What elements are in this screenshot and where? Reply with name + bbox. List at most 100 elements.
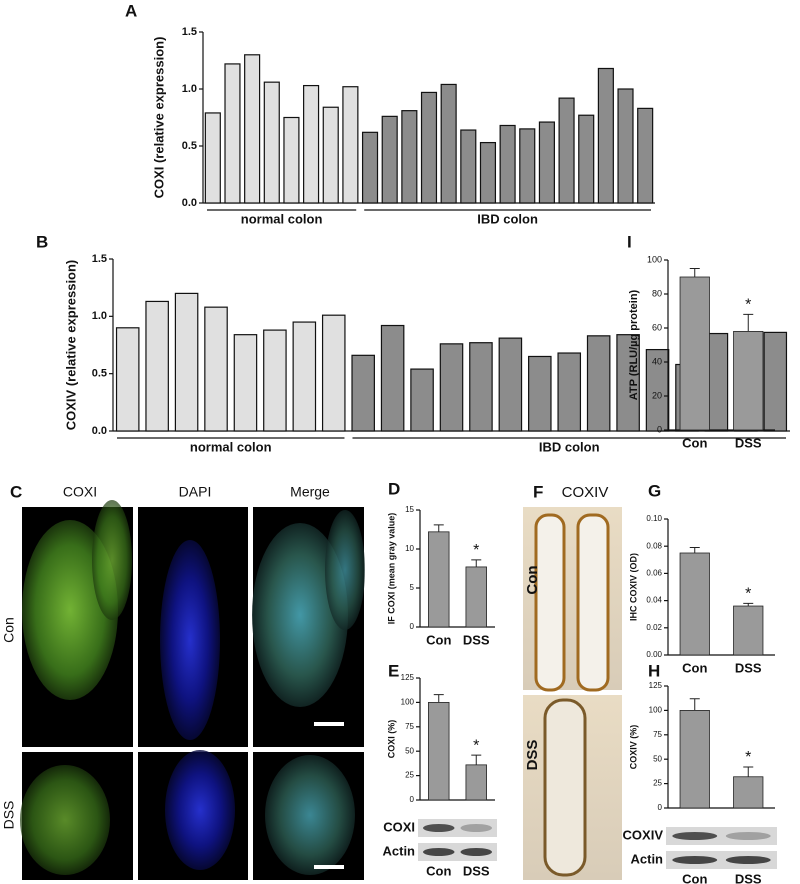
bar [292, 321, 317, 432]
bar [380, 324, 405, 432]
bar [440, 83, 457, 204]
annotation: * [745, 297, 751, 314]
group-label: IBD colon [539, 439, 600, 454]
bar [420, 91, 438, 204]
bar [115, 327, 140, 432]
y-axis-label: ATP (RLU/µg protein) [628, 289, 640, 400]
column-label: DAPI [179, 484, 212, 500]
y-tick-label: 0 [658, 803, 663, 812]
y-axis-label: COXI (relative expression) [151, 37, 166, 199]
y-tick-label: 0.5 [182, 140, 197, 152]
bar [401, 110, 418, 204]
error-bar [743, 602, 754, 607]
panel-label: H [648, 661, 660, 680]
group-label: IBD colon [477, 211, 538, 226]
bar [679, 552, 710, 656]
blot-band [725, 832, 771, 840]
x-tick-label: Con [426, 863, 451, 878]
bar [733, 776, 764, 809]
bar [763, 331, 788, 432]
x-tick-label: Con [682, 660, 707, 675]
panel-label: C [10, 482, 22, 501]
blot-band [460, 848, 492, 856]
bar [224, 63, 241, 204]
y-tick-label: 50 [653, 754, 662, 763]
bar [519, 128, 536, 204]
y-axis-label: IHC COXIV (OD) [628, 553, 638, 621]
bar [499, 124, 516, 204]
bar [558, 97, 575, 204]
bar [322, 106, 339, 204]
y-tick-label: 125 [401, 673, 415, 682]
x-tick-label: DSS [735, 435, 762, 450]
y-axis-label: COXIV (%) [628, 725, 638, 770]
bar [145, 300, 169, 432]
blot-band [460, 824, 492, 832]
blot-label: Actin [383, 843, 416, 858]
y-tick-label: 0.5 [92, 368, 107, 380]
y-tick-label: 80 [652, 288, 662, 298]
y-tick-label: 0 [410, 795, 415, 804]
bar [733, 605, 764, 656]
y-tick-label: 0.04 [646, 596, 662, 605]
annotation: * [745, 586, 751, 603]
bar [733, 330, 764, 431]
bar [586, 335, 611, 432]
bar [428, 531, 450, 628]
y-tick-label: 0.0 [182, 197, 197, 209]
bar [204, 112, 221, 204]
y-tick-label: 0.08 [646, 541, 662, 550]
bar [578, 114, 595, 204]
y-axis-label: COXI (%) [386, 720, 396, 759]
annotation: * [473, 542, 479, 559]
y-tick-label: 0 [657, 424, 662, 434]
error-bar [433, 694, 444, 703]
x-tick-label: DSS [463, 863, 490, 878]
y-tick-label: 100 [401, 698, 415, 707]
panel-label: G [648, 481, 661, 500]
bar [645, 348, 670, 432]
error-bar [471, 559, 482, 567]
blot-band [423, 848, 455, 856]
blot-band [423, 824, 455, 832]
bar [679, 710, 710, 809]
blot-band [672, 832, 718, 840]
panel-label: B [36, 232, 48, 251]
error-bar [433, 524, 444, 532]
y-tick-label: 0.02 [646, 623, 662, 632]
bar [410, 368, 434, 432]
blot-strip [418, 819, 497, 837]
bar [283, 116, 300, 204]
bar [469, 342, 493, 432]
x-tick-label: Con [426, 632, 451, 647]
panel-label: D [388, 479, 400, 498]
bar [428, 702, 450, 801]
bar [616, 334, 640, 432]
y-tick-label: 25 [405, 771, 414, 780]
error-bar [471, 754, 482, 765]
y-tick-label: 15 [405, 505, 414, 514]
y-tick-label: 1.5 [182, 26, 197, 38]
micrographs-c [20, 500, 365, 880]
y-tick-label: 1.0 [182, 83, 197, 95]
y-tick-label: 125 [649, 681, 663, 690]
x-tick-label: DSS [735, 871, 762, 884]
bar [460, 129, 477, 204]
bar [465, 566, 487, 628]
panel-title: COXIV [562, 484, 609, 501]
y-tick-label: 40 [652, 356, 662, 366]
bar [244, 54, 261, 204]
bar [204, 306, 228, 432]
column-label: COXI [63, 484, 97, 500]
row-label: Con [524, 565, 541, 594]
x-tick-label: DSS [735, 660, 762, 675]
y-tick-label: 100 [649, 706, 663, 715]
bar [351, 354, 375, 432]
blot-strip [666, 851, 777, 869]
bar [321, 314, 346, 432]
bar [557, 352, 582, 432]
bar [303, 84, 320, 204]
panel-label: A [125, 1, 137, 20]
y-tick-label: 20 [652, 390, 662, 400]
